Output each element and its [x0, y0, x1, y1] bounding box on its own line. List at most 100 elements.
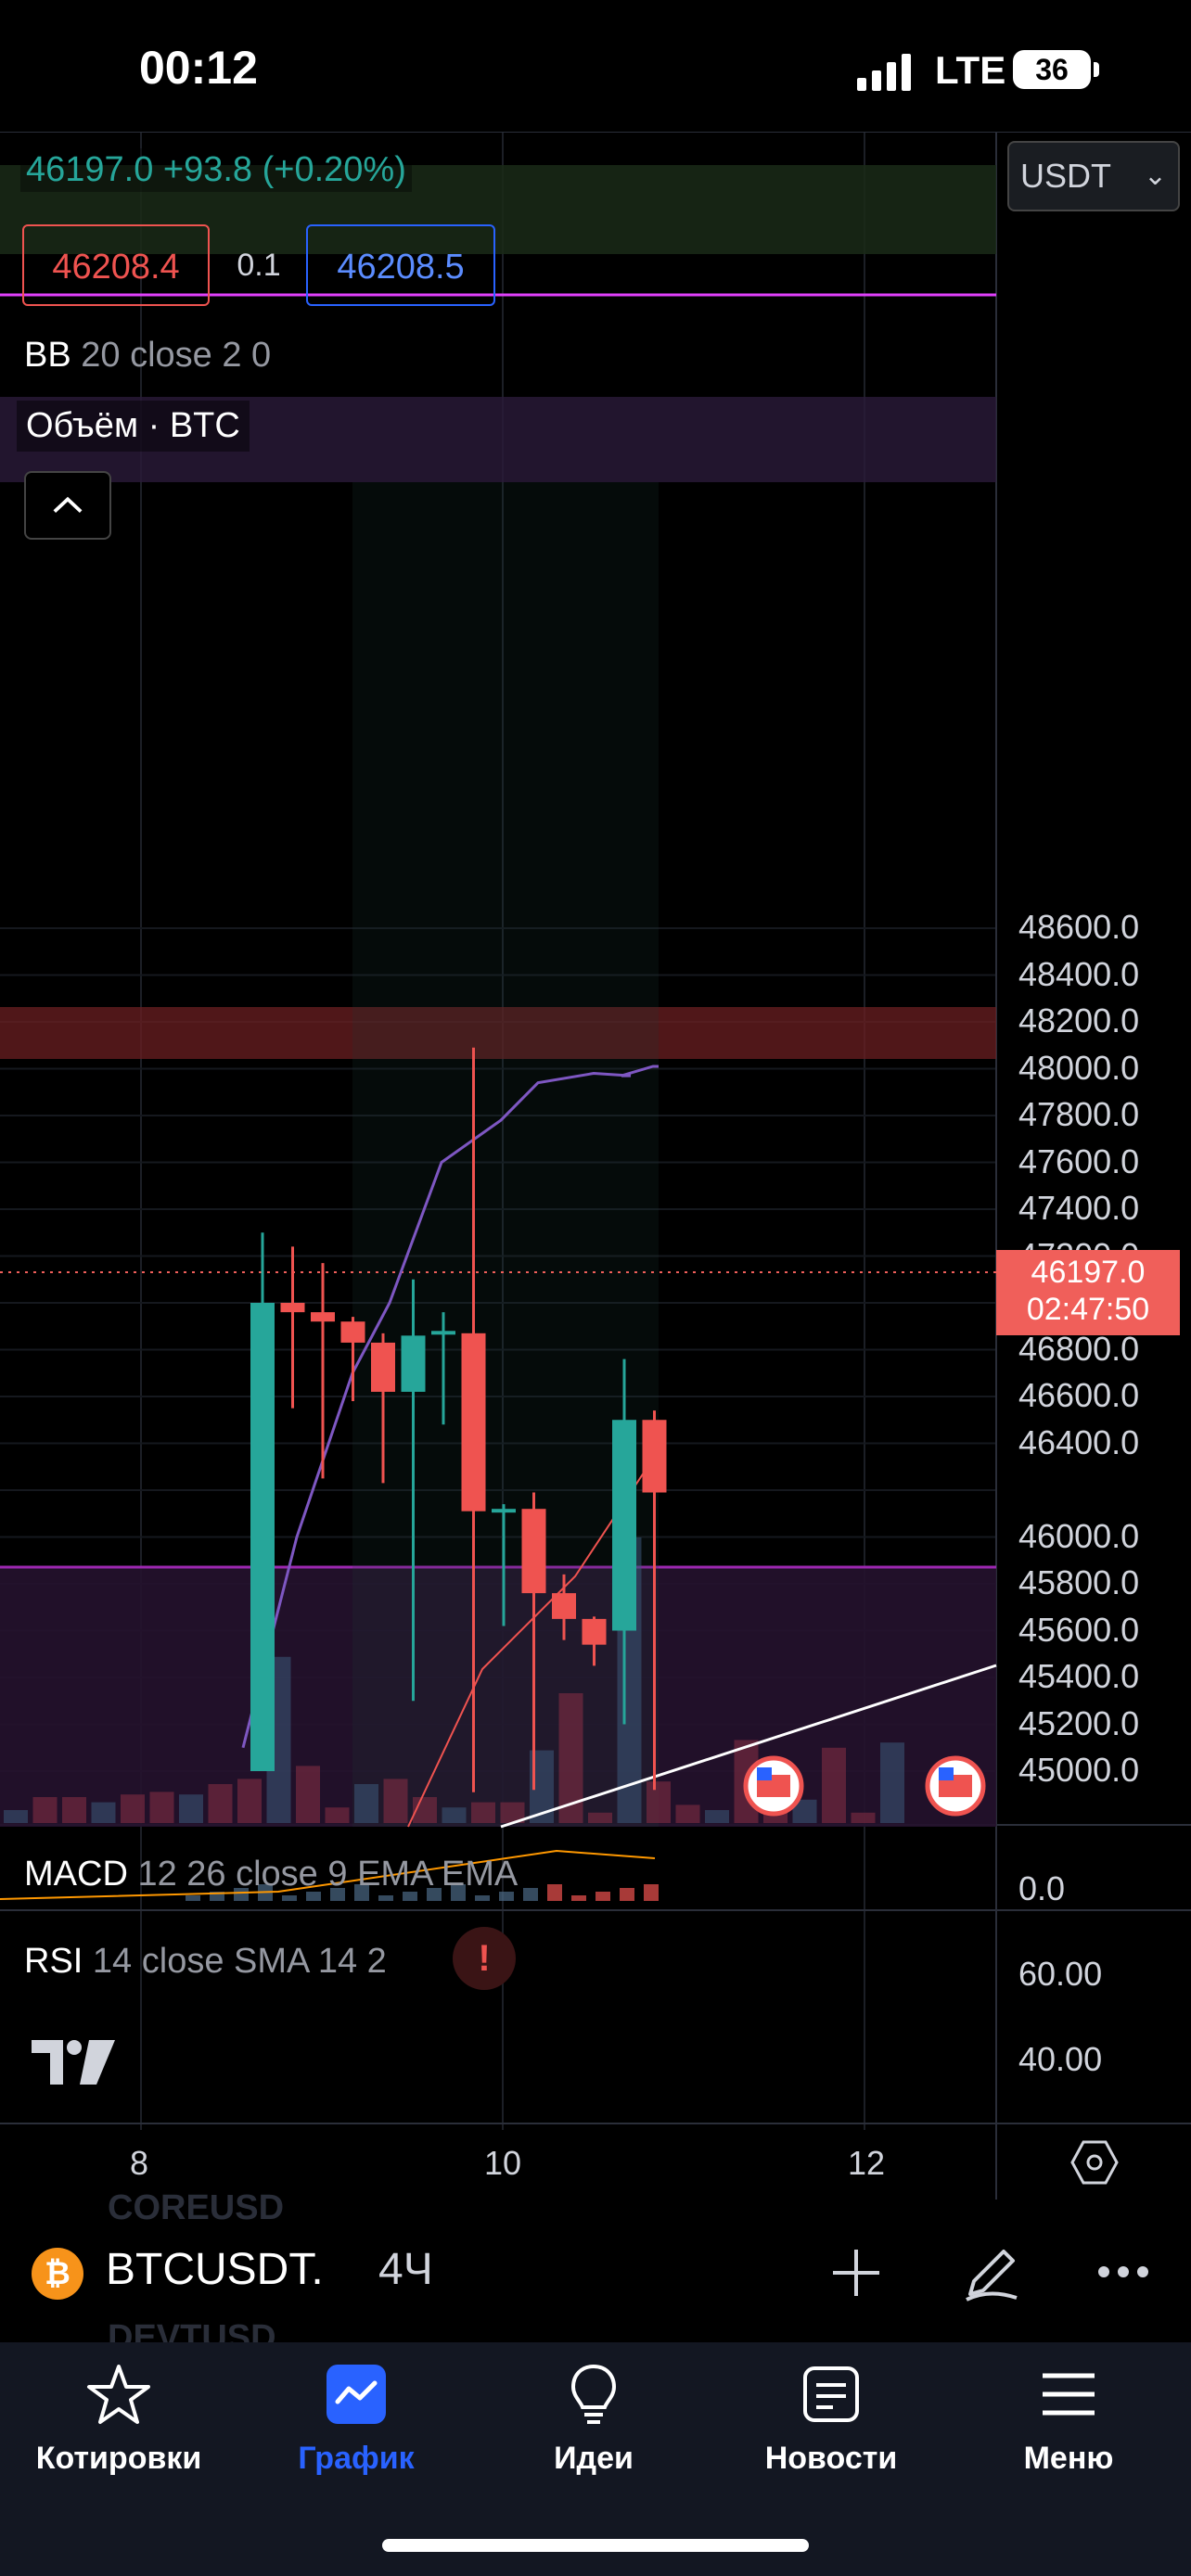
volume-bar	[647, 1781, 671, 1823]
volume-bar	[325, 1807, 350, 1823]
tab-ideas[interactable]: Идеи	[475, 2361, 712, 2477]
bitcoin-icon: ₿	[32, 2248, 83, 2300]
tab-label: График	[298, 2441, 415, 2476]
candle-body	[431, 1331, 455, 1335]
price-scale-label: 46800.0	[1018, 1329, 1140, 1368]
volume-bar	[851, 1812, 876, 1823]
chart-settings-icon[interactable]	[1070, 2138, 1119, 2187]
tradingview-logo	[32, 2040, 115, 2085]
volume-bar	[354, 1784, 378, 1823]
candle-body	[250, 1303, 275, 1771]
candle-body	[521, 1509, 546, 1594]
news-icon	[803, 2366, 859, 2422]
macd-bar	[596, 1892, 610, 1901]
last-price-label: 46197.0 02:47:50	[996, 1250, 1180, 1335]
volume-bar	[500, 1802, 525, 1823]
status-time: 00:12	[139, 42, 258, 94]
price-scale-label: 46000.0	[1018, 1516, 1140, 1555]
chart-canvas[interactable]	[0, 132, 1191, 2200]
chart-area[interactable]	[0, 132, 1191, 2200]
price-scale-label: 48600.0	[1018, 908, 1140, 946]
candle-body	[371, 1342, 395, 1392]
zone-red	[0, 1007, 996, 1059]
macd-bar	[620, 1888, 634, 1901]
bb-legend[interactable]: BB 20 close 2 0	[24, 336, 271, 376]
rsi-scale-label: 60.00	[1018, 1955, 1103, 1993]
bar-countdown: 02:47:50	[1026, 1292, 1150, 1327]
candle-body	[280, 1303, 305, 1313]
volume-bar	[91, 1802, 116, 1823]
symbol-name[interactable]: BTCUSDT.	[106, 2245, 324, 2294]
price-scale-label: 45400.0	[1018, 1657, 1140, 1695]
collapse-legend-button[interactable]	[24, 471, 111, 540]
price-scale-label: 45200.0	[1018, 1703, 1140, 1742]
price-scale-label: 45000.0	[1018, 1751, 1140, 1789]
bb-legend-name: BB	[24, 336, 71, 375]
rsi-scale-label: 40.00	[1018, 2040, 1103, 2078]
tab-label: Новости	[764, 2441, 898, 2476]
macd-scale-label: 0.0	[1018, 1869, 1066, 1907]
candle-body	[642, 1420, 667, 1493]
zone-green	[0, 165, 996, 254]
volume-bar	[383, 1779, 408, 1823]
ghost-symbol: COREUSD	[108, 2188, 285, 2227]
volume-legend[interactable]: Объём · BTC	[17, 401, 250, 452]
macd-legend-params: 12 26 close 9 EMA EMA	[137, 1855, 519, 1894]
trend-line	[500, 1664, 997, 1829]
volume-bar	[179, 1794, 203, 1823]
currency-value: USDT	[1020, 157, 1111, 195]
macd-bar	[403, 1892, 417, 1901]
rsi-legend-params: 14 close SMA 14 2	[92, 1942, 387, 1981]
chevron-down-icon: ⌄	[1143, 160, 1167, 191]
candle-body	[552, 1593, 576, 1619]
battery-level: 36	[1013, 50, 1091, 89]
tab-quotes[interactable]: Котировки	[0, 2361, 237, 2477]
candle-body	[612, 1420, 636, 1631]
macd-bar	[282, 1895, 297, 1901]
home-indicator	[382, 2539, 809, 2552]
ohlc-legend: 46197.0 +93.8 (+0.20%)	[20, 148, 412, 192]
macd-bar	[378, 1895, 393, 1901]
add-icon[interactable]	[827, 2244, 885, 2302]
tab-news[interactable]: Новости	[712, 2361, 950, 2477]
macd-bar	[475, 1895, 490, 1901]
volume-bar	[208, 1784, 233, 1823]
macd-legend[interactable]: MACD 12 26 close 9 EMA EMA	[24, 1855, 518, 1894]
volume-bar	[149, 1792, 174, 1823]
candle-body	[582, 1618, 607, 1645]
volume-bar	[296, 1766, 320, 1823]
buy-button[interactable]: 46208.5	[306, 224, 495, 306]
volume-bar	[822, 1747, 846, 1823]
rsi-legend[interactable]: RSI 14 close SMA 14 2	[24, 1942, 387, 1982]
candle-body	[401, 1335, 426, 1392]
volume-bar	[121, 1794, 145, 1823]
price-scale-label: 46600.0	[1018, 1376, 1140, 1414]
price-scale-label: 48200.0	[1018, 1001, 1140, 1039]
price-scale-label: 48000.0	[1018, 1048, 1140, 1087]
macd-bar	[330, 1888, 345, 1901]
spread-value: 0.1	[237, 248, 281, 283]
more-icon[interactable]	[1096, 2255, 1150, 2289]
macd-bar	[547, 1884, 562, 1901]
volume-bar	[62, 1797, 86, 1823]
tab-chart[interactable]: График	[237, 2361, 475, 2477]
macd-bar	[186, 1895, 200, 1901]
interval-selector[interactable]: 4Ч	[378, 2245, 433, 2294]
candle-body	[311, 1312, 335, 1322]
rsi-alert-icon[interactable]: !	[453, 1927, 516, 1990]
volume-bar	[442, 1807, 467, 1823]
volume-bar	[880, 1742, 904, 1823]
currency-select[interactable]: USDT ⌄	[1007, 141, 1180, 211]
macd-bar	[571, 1895, 586, 1901]
last-price-value: 46197.0	[1031, 1255, 1146, 1290]
drawing-tools-icon[interactable]	[961, 2242, 1022, 2303]
lightbulb-icon	[570, 2364, 617, 2424]
price-scale-label: 45600.0	[1018, 1610, 1140, 1649]
us-flag-canton	[757, 1767, 772, 1780]
tab-label: Котировки	[35, 2441, 202, 2476]
x-axis-label: 8	[130, 2144, 149, 2182]
macd-legend-name: MACD	[24, 1855, 128, 1894]
sell-button[interactable]: 46208.4	[22, 224, 210, 306]
tab-menu[interactable]: Меню	[950, 2361, 1187, 2477]
volume-bar	[471, 1802, 495, 1823]
